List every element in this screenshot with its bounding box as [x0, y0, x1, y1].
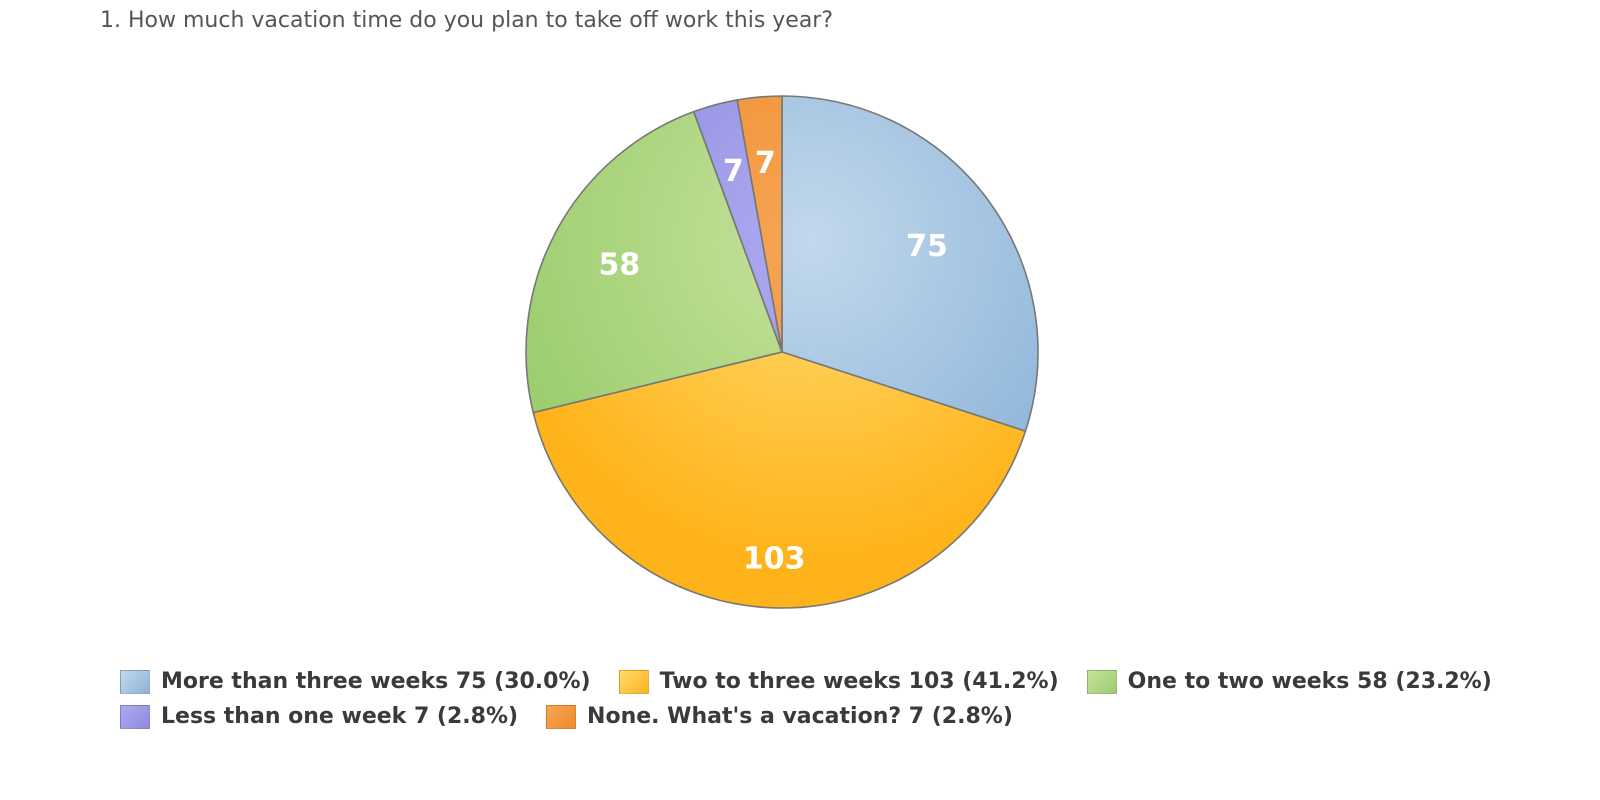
slice-label-more-than-three-weeks: 75	[906, 229, 948, 264]
legend-swatch-more-than-three-weeks	[120, 669, 150, 694]
pie-labels: 75 103 58 7 7	[599, 146, 948, 577]
legend-label: Less than one week 7 (2.8%)	[161, 704, 519, 729]
legend-swatch-one-to-two-weeks	[1086, 669, 1117, 694]
legend-row-2: Less than one week 7 (2.8%) None. What's…	[120, 699, 1580, 734]
pie-slice-none[interactable]	[736, 95, 783, 353]
slice-label-less-than-one-week: 7	[723, 154, 744, 189]
legend: More than three weeks 75 (30.0%) Two to …	[120, 664, 1580, 734]
legend-label: More than three weeks 75 (30.0%)	[161, 669, 591, 694]
legend-swatch-two-to-three-weeks	[618, 669, 649, 694]
legend-swatch-less-than-one-week	[120, 704, 150, 729]
slice-label-two-to-three-weeks: 103	[743, 542, 806, 577]
legend-label: One to two weeks 58 (23.2%)	[1127, 669, 1492, 694]
chart-title: 1. How much vacation time do you plan to…	[100, 8, 834, 33]
slice-label-one-to-two-weeks: 58	[599, 248, 641, 283]
legend-label: None. What's a vacation? 7 (2.8%)	[587, 704, 1013, 729]
legend-item-less-than-one-week[interactable]: Less than one week 7 (2.8%)	[120, 704, 518, 729]
legend-item-more-than-three-weeks[interactable]: More than three weeks 75 (30.0%)	[120, 669, 591, 694]
pie-slice-two-to-three-weeks[interactable]	[532, 351, 1027, 609]
pie-slice-one-to-two-weeks[interactable]	[525, 110, 783, 414]
legend-row-1: More than three weeks 75 (30.0%) Two to …	[120, 664, 1580, 699]
legend-item-one-to-two-weeks[interactable]: One to two weeks 58 (23.2%)	[1086, 669, 1492, 694]
pie-slices	[525, 95, 1039, 609]
slice-label-none: 7	[755, 146, 776, 181]
legend-label: Two to three weeks 103 (41.2%)	[659, 669, 1059, 694]
pie-slice-more-than-three-weeks[interactable]	[781, 95, 1039, 432]
legend-item-two-to-three-weeks[interactable]: Two to three weeks 103 (41.2%)	[618, 669, 1059, 694]
legend-item-none[interactable]: None. What's a vacation? 7 (2.8%)	[546, 704, 1013, 729]
legend-swatch-none	[546, 704, 577, 729]
pie-chart: 75 103 58 7 7	[525, 95, 1039, 609]
